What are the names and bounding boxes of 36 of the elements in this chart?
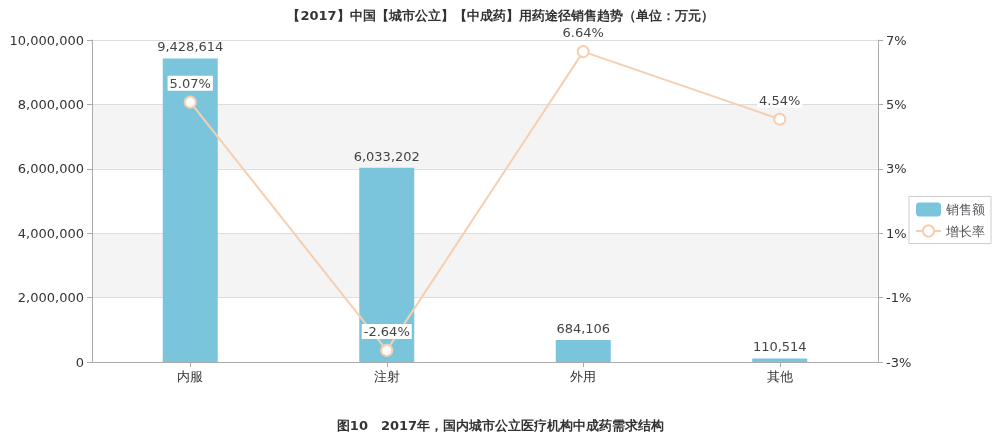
y-tick-label: 8,000,000 (17, 96, 84, 112)
data-label: -2.64% (363, 323, 410, 339)
data-label: 6,033,202 (353, 148, 420, 164)
x-tick-label: 外用 (570, 369, 597, 384)
y-tick-label: 4,000,000 (17, 225, 84, 241)
point (380, 343, 394, 357)
x-tick-label: 注射 (373, 369, 400, 384)
bar (752, 358, 808, 362)
data-label: 684,106 (556, 320, 611, 336)
bar (359, 167, 415, 362)
y2-tick-label: -3% (886, 354, 912, 370)
data-label: 6.64% (562, 25, 604, 41)
data-label: 110,514 (752, 339, 807, 355)
point (773, 112, 787, 126)
bar (162, 58, 218, 362)
y-tick-label: 6,000,000 (17, 161, 84, 177)
data-label: 5.07% (169, 75, 211, 91)
data-label: 9,428,614 (157, 39, 224, 55)
x-tick-label: 其他 (766, 369, 793, 384)
y2-tick-label: -1% (886, 290, 912, 306)
y-tick-label: 10,000,000 (9, 32, 84, 48)
y-tick-label: 2,000,000 (17, 290, 84, 306)
x-tick-label: 内服 (177, 369, 204, 384)
y-tick-label: 0 (75, 354, 84, 370)
point (183, 95, 197, 109)
y2-tick-label: 3% (886, 161, 907, 177)
point (576, 45, 590, 59)
bar (555, 339, 611, 362)
legend-label: 销售额 (945, 201, 985, 217)
data-label: 4.54% (759, 92, 801, 108)
y2-tick-label: 5% (886, 96, 907, 112)
legend-label: 增长率 (945, 223, 985, 239)
chart-title: 【2017】中国【城市公立】【中成药】用药途径销售趋势（单位：万元） (287, 8, 714, 23)
caption: 图10 2017年，国内城市公立医疗机构中成药需求结构 (336, 418, 665, 433)
y2-tick-label: 7% (886, 32, 907, 48)
y2-tick-label: 1% (886, 225, 907, 241)
